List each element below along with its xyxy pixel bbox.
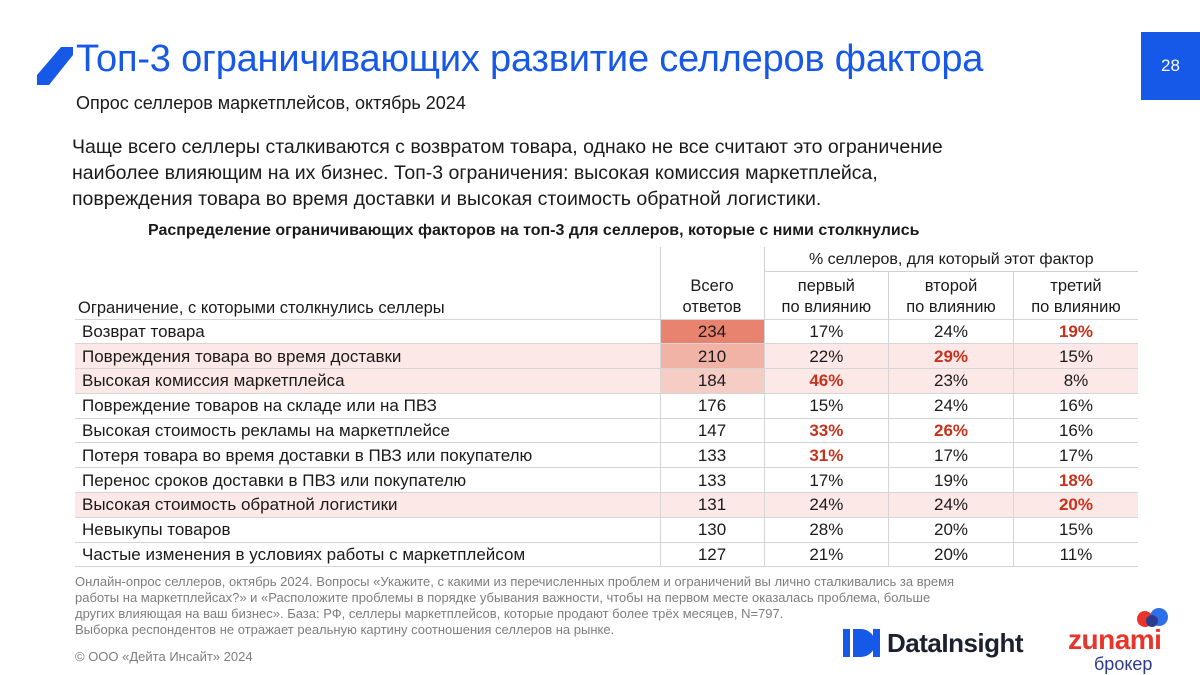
row-first: 31% (763, 442, 889, 468)
row-total: 133 (659, 467, 764, 493)
row-name: Возврат товара (75, 318, 660, 344)
row-third: 15% (1012, 516, 1139, 543)
row-total: 133 (659, 442, 764, 468)
header-spacer (75, 247, 660, 271)
page-title: Топ-3 ограничивающих развитие селлеров ф… (76, 38, 984, 80)
row-third: 17% (1012, 442, 1139, 468)
footnote-line: других влияющая на ваш бизнес». База: РФ… (75, 606, 784, 621)
row-total: 130 (659, 516, 764, 543)
row-first: 21% (763, 541, 889, 568)
row-name: Высокая стоимость обратной логистики (75, 492, 660, 518)
row-first: 33% (763, 417, 889, 443)
datainsight-wordmark: DataInsight (887, 627, 1024, 658)
table-row: Перенос сроков доставки в ПВЗ или покупа… (75, 467, 1139, 493)
footnote: Онлайн-опрос селлеров, октябрь 2024. Воп… (75, 574, 1095, 638)
header-spacer (659, 247, 764, 271)
row-first: 17% (763, 318, 889, 344)
column-header-line: по влиянию (1031, 297, 1121, 316)
table-row: Высокая стоимость рекламы на маркетплейс… (75, 417, 1139, 443)
row-total: 176 (659, 392, 764, 419)
row-second: 23% (888, 368, 1014, 394)
row-name: Невыкупы товаров (75, 516, 660, 543)
group-header: % селлеров, для который этот фактор (763, 247, 1139, 272)
row-first: 15% (763, 392, 889, 419)
row-second: 24% (888, 392, 1014, 419)
row-second: 29% (888, 343, 1014, 369)
column-header-second: второй по влиянию (888, 271, 1014, 319)
column-header-first: первый по влиянию (763, 271, 889, 319)
datainsight-logo: DataInsight (843, 626, 1024, 660)
row-name: Высокая комиссия маркетплейса (75, 368, 660, 394)
column-header-line: по влиянию (781, 297, 872, 316)
lead-line: наиболее влияющим на их бизнес. Топ-3 ог… (72, 162, 878, 184)
row-name: Повреждение товаров на складе или на ПВЗ (75, 392, 660, 419)
row-third: 8% (1012, 368, 1139, 394)
table-row: Повреждения товара во время доставки 210… (75, 343, 1139, 369)
table-title: Распределение ограничивающих факторов на… (148, 222, 920, 239)
row-third: 11% (1012, 541, 1139, 568)
row-second: 24% (888, 492, 1014, 518)
table-row: Возврат товара 234 17% 24% 19% (75, 318, 1139, 344)
row-second: 20% (888, 541, 1014, 568)
page-subtitle: Опрос селлеров маркетплейсов, октябрь 20… (76, 93, 466, 113)
row-name: Повреждения товара во время доставки (75, 343, 660, 369)
table-row: Потеря товара во время доставки в ПВЗ ил… (75, 442, 1139, 468)
footnote-line: Выборка респондентов не отражает реальну… (75, 622, 615, 637)
row-total: 234 (659, 318, 764, 344)
row-third: 16% (1012, 392, 1139, 419)
row-third: 16% (1012, 417, 1139, 443)
row-name: Высокая стоимость рекламы на маркетплейс… (75, 417, 660, 443)
lead-line: повреждения товара во время доставки и в… (72, 188, 822, 210)
column-header-line: Всего (690, 276, 734, 295)
row-total: 147 (659, 417, 764, 443)
accent-slash-icon (37, 47, 73, 85)
table-row: Невыкупы товаров 130 28% 20% 15% (75, 516, 1139, 543)
column-header-line: второй (924, 276, 978, 295)
column-header-total: Всего ответов (659, 271, 764, 319)
row-total: 210 (659, 343, 764, 369)
row-second: 19% (888, 467, 1014, 493)
row-total: 184 (659, 368, 764, 394)
row-first: 24% (763, 492, 889, 518)
column-header-third: третий по влиянию (1012, 271, 1139, 319)
row-total: 131 (659, 492, 764, 518)
row-third: 20% (1012, 492, 1139, 518)
row-first: 46% (763, 368, 889, 394)
table-row: Повреждение товаров на складе или на ПВЗ… (75, 392, 1139, 419)
datainsight-mark-icon (843, 629, 880, 657)
row-first: 17% (763, 467, 889, 493)
lead-text: Чаще всего селлеры сталкиваются с возвра… (72, 134, 1152, 212)
column-header-line: третий (1050, 276, 1102, 295)
footnote-line: работы на маркетплейсах?» и «Расположите… (75, 590, 931, 605)
row-name: Частые изменения в условиях работы с мар… (75, 541, 660, 568)
row-first: 28% (763, 516, 889, 543)
column-header-name: Ограничение, с которыми столкнулись селл… (78, 298, 445, 317)
page-number: 28 (1141, 32, 1200, 100)
row-third: 19% (1012, 318, 1139, 344)
table-row: Высокая комиссия маркетплейса 184 46% 23… (75, 368, 1139, 394)
copyright: © ООО «Дейта Инсайт» 2024 (75, 649, 253, 664)
row-first: 22% (763, 343, 889, 369)
lead-line: Чаще всего селлеры сталкиваются с возвра… (72, 136, 943, 158)
table-row: Высокая стоимость обратной логистики 131… (75, 492, 1139, 518)
table-row: Частые изменения в условиях работы с мар… (75, 541, 1139, 568)
factors-table: % селлеров, для который этот фактор Огра… (75, 247, 1139, 568)
column-header-line: первый (797, 276, 855, 295)
zunami-logo: zunami брокер (1068, 606, 1183, 674)
footnote-line: Онлайн-опрос селлеров, октябрь 2024. Воп… (75, 574, 955, 589)
zunami-wave-icon (1137, 608, 1168, 627)
row-third: 15% (1012, 343, 1139, 369)
row-second: 20% (888, 516, 1014, 543)
row-name: Перенос сроков доставки в ПВЗ или покупа… (75, 467, 660, 493)
zunami-subtitle: брокер (1094, 654, 1153, 674)
row-second: 24% (888, 318, 1014, 344)
column-header-line: по влиянию (906, 297, 996, 316)
row-third: 18% (1012, 467, 1139, 493)
row-second: 26% (888, 417, 1014, 443)
row-total: 127 (659, 541, 764, 568)
column-header-line: ответов (682, 297, 742, 316)
zunami-wordmark: zunami (1068, 624, 1162, 655)
row-second: 17% (888, 442, 1014, 468)
row-name: Потеря товара во время доставки в ПВЗ ил… (75, 442, 660, 468)
